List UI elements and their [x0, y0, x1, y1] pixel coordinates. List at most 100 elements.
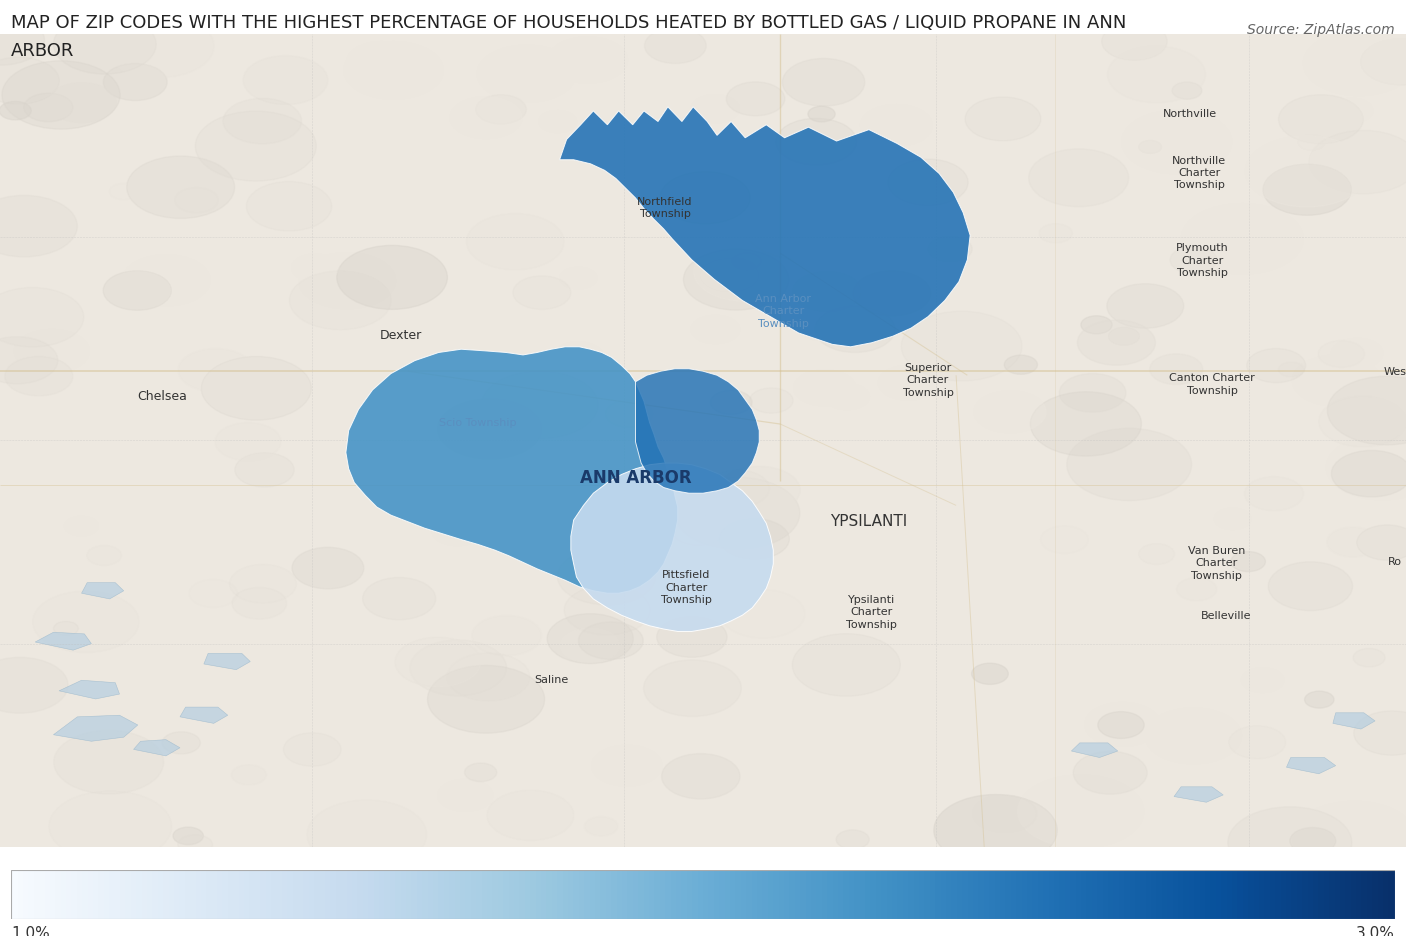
Circle shape	[290, 271, 391, 330]
Polygon shape	[59, 680, 120, 699]
Circle shape	[928, 237, 972, 262]
Circle shape	[437, 780, 492, 812]
Circle shape	[1039, 225, 1073, 243]
Text: ANN ARBOR: ANN ARBOR	[579, 468, 692, 487]
Circle shape	[363, 578, 436, 620]
Circle shape	[0, 58, 59, 105]
Circle shape	[87, 546, 121, 566]
Circle shape	[486, 790, 574, 841]
Circle shape	[0, 658, 67, 713]
Circle shape	[1031, 392, 1142, 457]
Circle shape	[901, 312, 1022, 382]
Circle shape	[538, 111, 576, 133]
Polygon shape	[1333, 713, 1375, 729]
Circle shape	[567, 498, 654, 548]
Circle shape	[0, 16, 45, 66]
Circle shape	[804, 327, 828, 341]
Circle shape	[477, 46, 576, 103]
Circle shape	[727, 82, 785, 117]
Text: 3.0%: 3.0%	[1355, 925, 1395, 936]
Circle shape	[1330, 99, 1372, 124]
Circle shape	[464, 763, 496, 782]
Circle shape	[4, 358, 73, 397]
Polygon shape	[1071, 743, 1118, 758]
Circle shape	[24, 94, 73, 123]
Polygon shape	[180, 708, 228, 724]
Circle shape	[284, 733, 342, 767]
Circle shape	[1246, 137, 1368, 208]
Text: Van Buren
Charter
Township: Van Buren Charter Township	[1188, 546, 1244, 580]
Circle shape	[1292, 356, 1381, 406]
Circle shape	[103, 271, 172, 311]
Circle shape	[411, 640, 506, 696]
Circle shape	[1004, 356, 1038, 375]
Text: Source: ZipAtlas.com: Source: ZipAtlas.com	[1247, 23, 1395, 37]
Circle shape	[1292, 801, 1406, 873]
Circle shape	[174, 188, 218, 213]
Circle shape	[657, 617, 727, 658]
Circle shape	[14, 330, 89, 373]
Circle shape	[1059, 374, 1126, 413]
Circle shape	[560, 268, 596, 289]
Circle shape	[782, 59, 865, 107]
Circle shape	[578, 622, 643, 660]
Circle shape	[1108, 47, 1205, 104]
Circle shape	[395, 637, 481, 687]
Circle shape	[672, 515, 725, 546]
Circle shape	[860, 106, 932, 147]
Polygon shape	[1286, 758, 1336, 774]
Circle shape	[1085, 703, 1160, 746]
Circle shape	[49, 791, 172, 862]
Text: Chelsea: Chelsea	[136, 389, 187, 402]
Circle shape	[1331, 339, 1382, 369]
Circle shape	[717, 467, 800, 515]
Circle shape	[972, 664, 1008, 684]
Circle shape	[547, 614, 633, 664]
Circle shape	[1040, 526, 1088, 554]
Circle shape	[1029, 150, 1129, 208]
Text: 1.0%: 1.0%	[11, 925, 51, 936]
Circle shape	[879, 366, 938, 401]
Text: Ypsilanti
Charter
Township: Ypsilanti Charter Township	[846, 594, 897, 629]
Circle shape	[776, 119, 856, 166]
Circle shape	[1357, 525, 1406, 561]
Circle shape	[693, 243, 796, 302]
Circle shape	[592, 746, 662, 786]
Polygon shape	[134, 739, 180, 756]
Text: Northfield
Township: Northfield Township	[637, 197, 693, 219]
Circle shape	[794, 371, 856, 406]
Circle shape	[793, 634, 900, 696]
Circle shape	[1073, 752, 1147, 795]
Text: Northville: Northville	[1163, 110, 1216, 119]
Circle shape	[1139, 544, 1174, 564]
Circle shape	[793, 272, 862, 313]
Circle shape	[229, 564, 297, 604]
Circle shape	[0, 102, 31, 121]
Circle shape	[1177, 578, 1216, 601]
Circle shape	[1309, 131, 1406, 195]
Circle shape	[1247, 349, 1306, 383]
Circle shape	[195, 112, 316, 182]
Circle shape	[513, 276, 571, 310]
Circle shape	[1229, 726, 1285, 759]
Circle shape	[1244, 477, 1303, 511]
Circle shape	[188, 580, 238, 607]
Circle shape	[662, 753, 740, 799]
Circle shape	[127, 157, 235, 219]
Circle shape	[291, 255, 339, 282]
Circle shape	[699, 258, 759, 293]
Text: Northville
Charter
Township: Northville Charter Township	[1173, 155, 1226, 190]
Circle shape	[447, 653, 530, 701]
Circle shape	[1326, 435, 1406, 500]
Circle shape	[307, 800, 426, 870]
Circle shape	[644, 29, 706, 65]
Circle shape	[1, 62, 120, 130]
Circle shape	[1181, 204, 1303, 275]
Circle shape	[162, 732, 201, 754]
Text: Plymouth
Charter
Township: Plymouth Charter Township	[1175, 243, 1229, 278]
Circle shape	[472, 616, 541, 656]
Circle shape	[733, 254, 762, 271]
Circle shape	[48, 83, 117, 124]
Circle shape	[1107, 285, 1184, 329]
Circle shape	[110, 184, 138, 200]
